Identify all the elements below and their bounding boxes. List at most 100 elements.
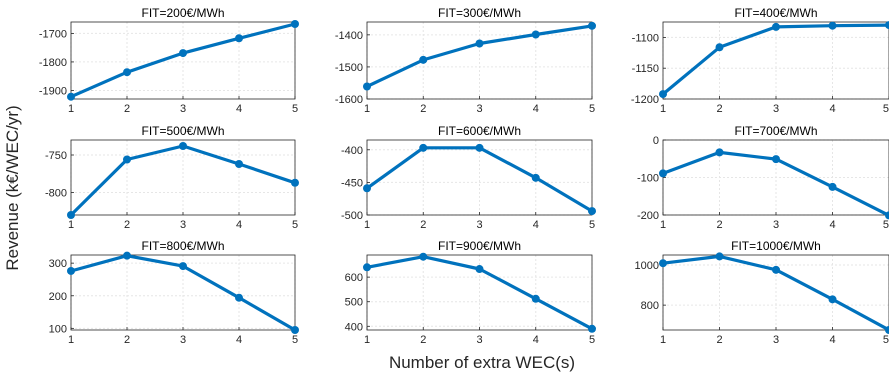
data-point — [419, 143, 428, 152]
x-tick-label: 4 — [533, 219, 539, 231]
x-tick-label: 4 — [236, 103, 242, 115]
x-tick-label: 5 — [589, 334, 595, 346]
x-tick-label: 4 — [236, 334, 242, 346]
x-tick-label: 1 — [68, 103, 74, 115]
y-tick-label: -1100 — [632, 32, 659, 44]
data-point — [772, 155, 780, 164]
x-tick-label: 5 — [883, 219, 889, 231]
data-point — [291, 178, 299, 187]
data-point — [475, 143, 484, 152]
x-tick-label: 3 — [773, 219, 779, 231]
x-tick-label: 2 — [124, 219, 130, 231]
subplot-title: FIT=400€/MWh — [734, 6, 817, 20]
subplot-grid: 1 2 3 4 5 -1900 -1800 -1700 FIT=200€/MWh 1 2 3 4 5 -16… — [39, 6, 889, 346]
data-point — [659, 169, 667, 178]
y-tick-label: 400 — [345, 321, 363, 333]
data-point — [179, 262, 187, 271]
y-tick-label: -1600 — [335, 94, 363, 106]
x-tick-label: 2 — [420, 334, 426, 346]
data-point — [67, 211, 75, 219]
x-tick-label: 5 — [292, 219, 298, 231]
x-tick-label: 2 — [124, 103, 130, 115]
data-point — [828, 295, 837, 304]
y-tick-label: 600 — [345, 272, 363, 284]
data-point — [659, 90, 667, 99]
subplot-1: 1 2 3 4 5 -1900 -1800 -1700 FIT=200€/MWh — [39, 6, 299, 115]
y-tick-label: -200 — [637, 210, 659, 222]
x-tick-label: 2 — [716, 103, 722, 115]
data-point — [531, 30, 540, 39]
subplot-title: FIT=1000€/MWh — [731, 239, 821, 253]
y-tick-label: 0 — [653, 135, 659, 147]
x-tick-label: 5 — [883, 103, 889, 115]
y-tick-label: -1800 — [39, 57, 67, 69]
data-point — [123, 155, 131, 164]
data-point — [419, 252, 428, 261]
data-point — [715, 148, 724, 157]
x-tick-label: 2 — [420, 103, 426, 115]
y-tick-label: 100 — [49, 323, 67, 335]
data-point — [828, 182, 837, 191]
x-tick-label: 5 — [292, 103, 298, 115]
data-point — [588, 207, 596, 216]
y-tick-label: -1150 — [632, 63, 659, 75]
x-tick-label: 2 — [716, 219, 722, 231]
x-axis-label: Number of extra WEC(s) — [389, 353, 575, 372]
x-tick-label: 3 — [773, 334, 779, 346]
data-point — [419, 55, 428, 64]
y-tick-label: 1000 — [635, 260, 659, 272]
data-point — [235, 34, 243, 43]
y-tick-label: -1500 — [335, 62, 363, 74]
data-point — [588, 21, 596, 30]
data-point — [475, 39, 484, 48]
data-point — [363, 263, 371, 272]
subplot-title: FIT=300€/MWh — [438, 6, 521, 20]
y-tick-label: 300 — [49, 258, 67, 270]
data-point — [179, 142, 187, 150]
y-tick-label: -1900 — [39, 85, 67, 97]
data-point — [291, 326, 299, 334]
subplot-4: 1 2 3 4 5 -800 -750 FIT=500€/MWh — [45, 124, 299, 231]
x-tick-label: 4 — [829, 334, 835, 346]
y-tick-label: -1400 — [335, 30, 363, 42]
data-point — [588, 324, 596, 333]
data-point — [715, 252, 724, 261]
x-tick-label: 3 — [476, 219, 482, 231]
data-point — [67, 266, 75, 275]
data-point — [885, 326, 889, 334]
y-tick-label: 200 — [49, 291, 67, 303]
data-point — [772, 22, 780, 31]
y-tick-label: 800 — [641, 300, 659, 312]
subplot-title: FIT=700€/MWh — [734, 124, 817, 138]
y-tick-label: -1200 — [631, 94, 659, 106]
data-point — [235, 160, 243, 168]
x-tick-label: 1 — [68, 219, 74, 231]
data-point — [885, 211, 889, 220]
x-tick-label: 4 — [236, 219, 242, 231]
y-tick-label: -500 — [341, 210, 363, 222]
subplot-3: 1 2 3 4 5 -1200 -1150 -1100 FIT=400€/MWh — [631, 6, 889, 115]
data-point — [179, 49, 187, 58]
x-tick-label: 5 — [589, 103, 595, 115]
subplot-title: FIT=800€/MWh — [141, 239, 224, 253]
subplot-2: 1 2 3 4 5 -1600 -1500 -1400 FIT=300€/MWh — [335, 6, 596, 115]
data-point — [531, 294, 540, 303]
y-tick-label: -1700 — [39, 28, 67, 40]
subplot-7: 1 2 3 4 5 100 200 300 FIT=800€/MWh — [49, 239, 299, 346]
x-tick-label: 1 — [68, 334, 74, 346]
x-tick-label: 4 — [829, 219, 835, 231]
x-tick-label: 2 — [124, 334, 130, 346]
y-tick-label: -800 — [45, 188, 67, 200]
x-tick-label: 1 — [364, 334, 370, 346]
x-tick-label: 5 — [292, 334, 298, 346]
data-point — [475, 265, 484, 274]
x-tick-label: 1 — [660, 219, 666, 231]
data-point — [715, 43, 724, 52]
subplot-title: FIT=200€/MWh — [141, 6, 224, 20]
data-point — [123, 251, 131, 260]
x-tick-label: 3 — [180, 219, 186, 231]
x-tick-label: 4 — [533, 334, 539, 346]
x-tick-label: 2 — [716, 334, 722, 346]
x-tick-label: 4 — [533, 103, 539, 115]
